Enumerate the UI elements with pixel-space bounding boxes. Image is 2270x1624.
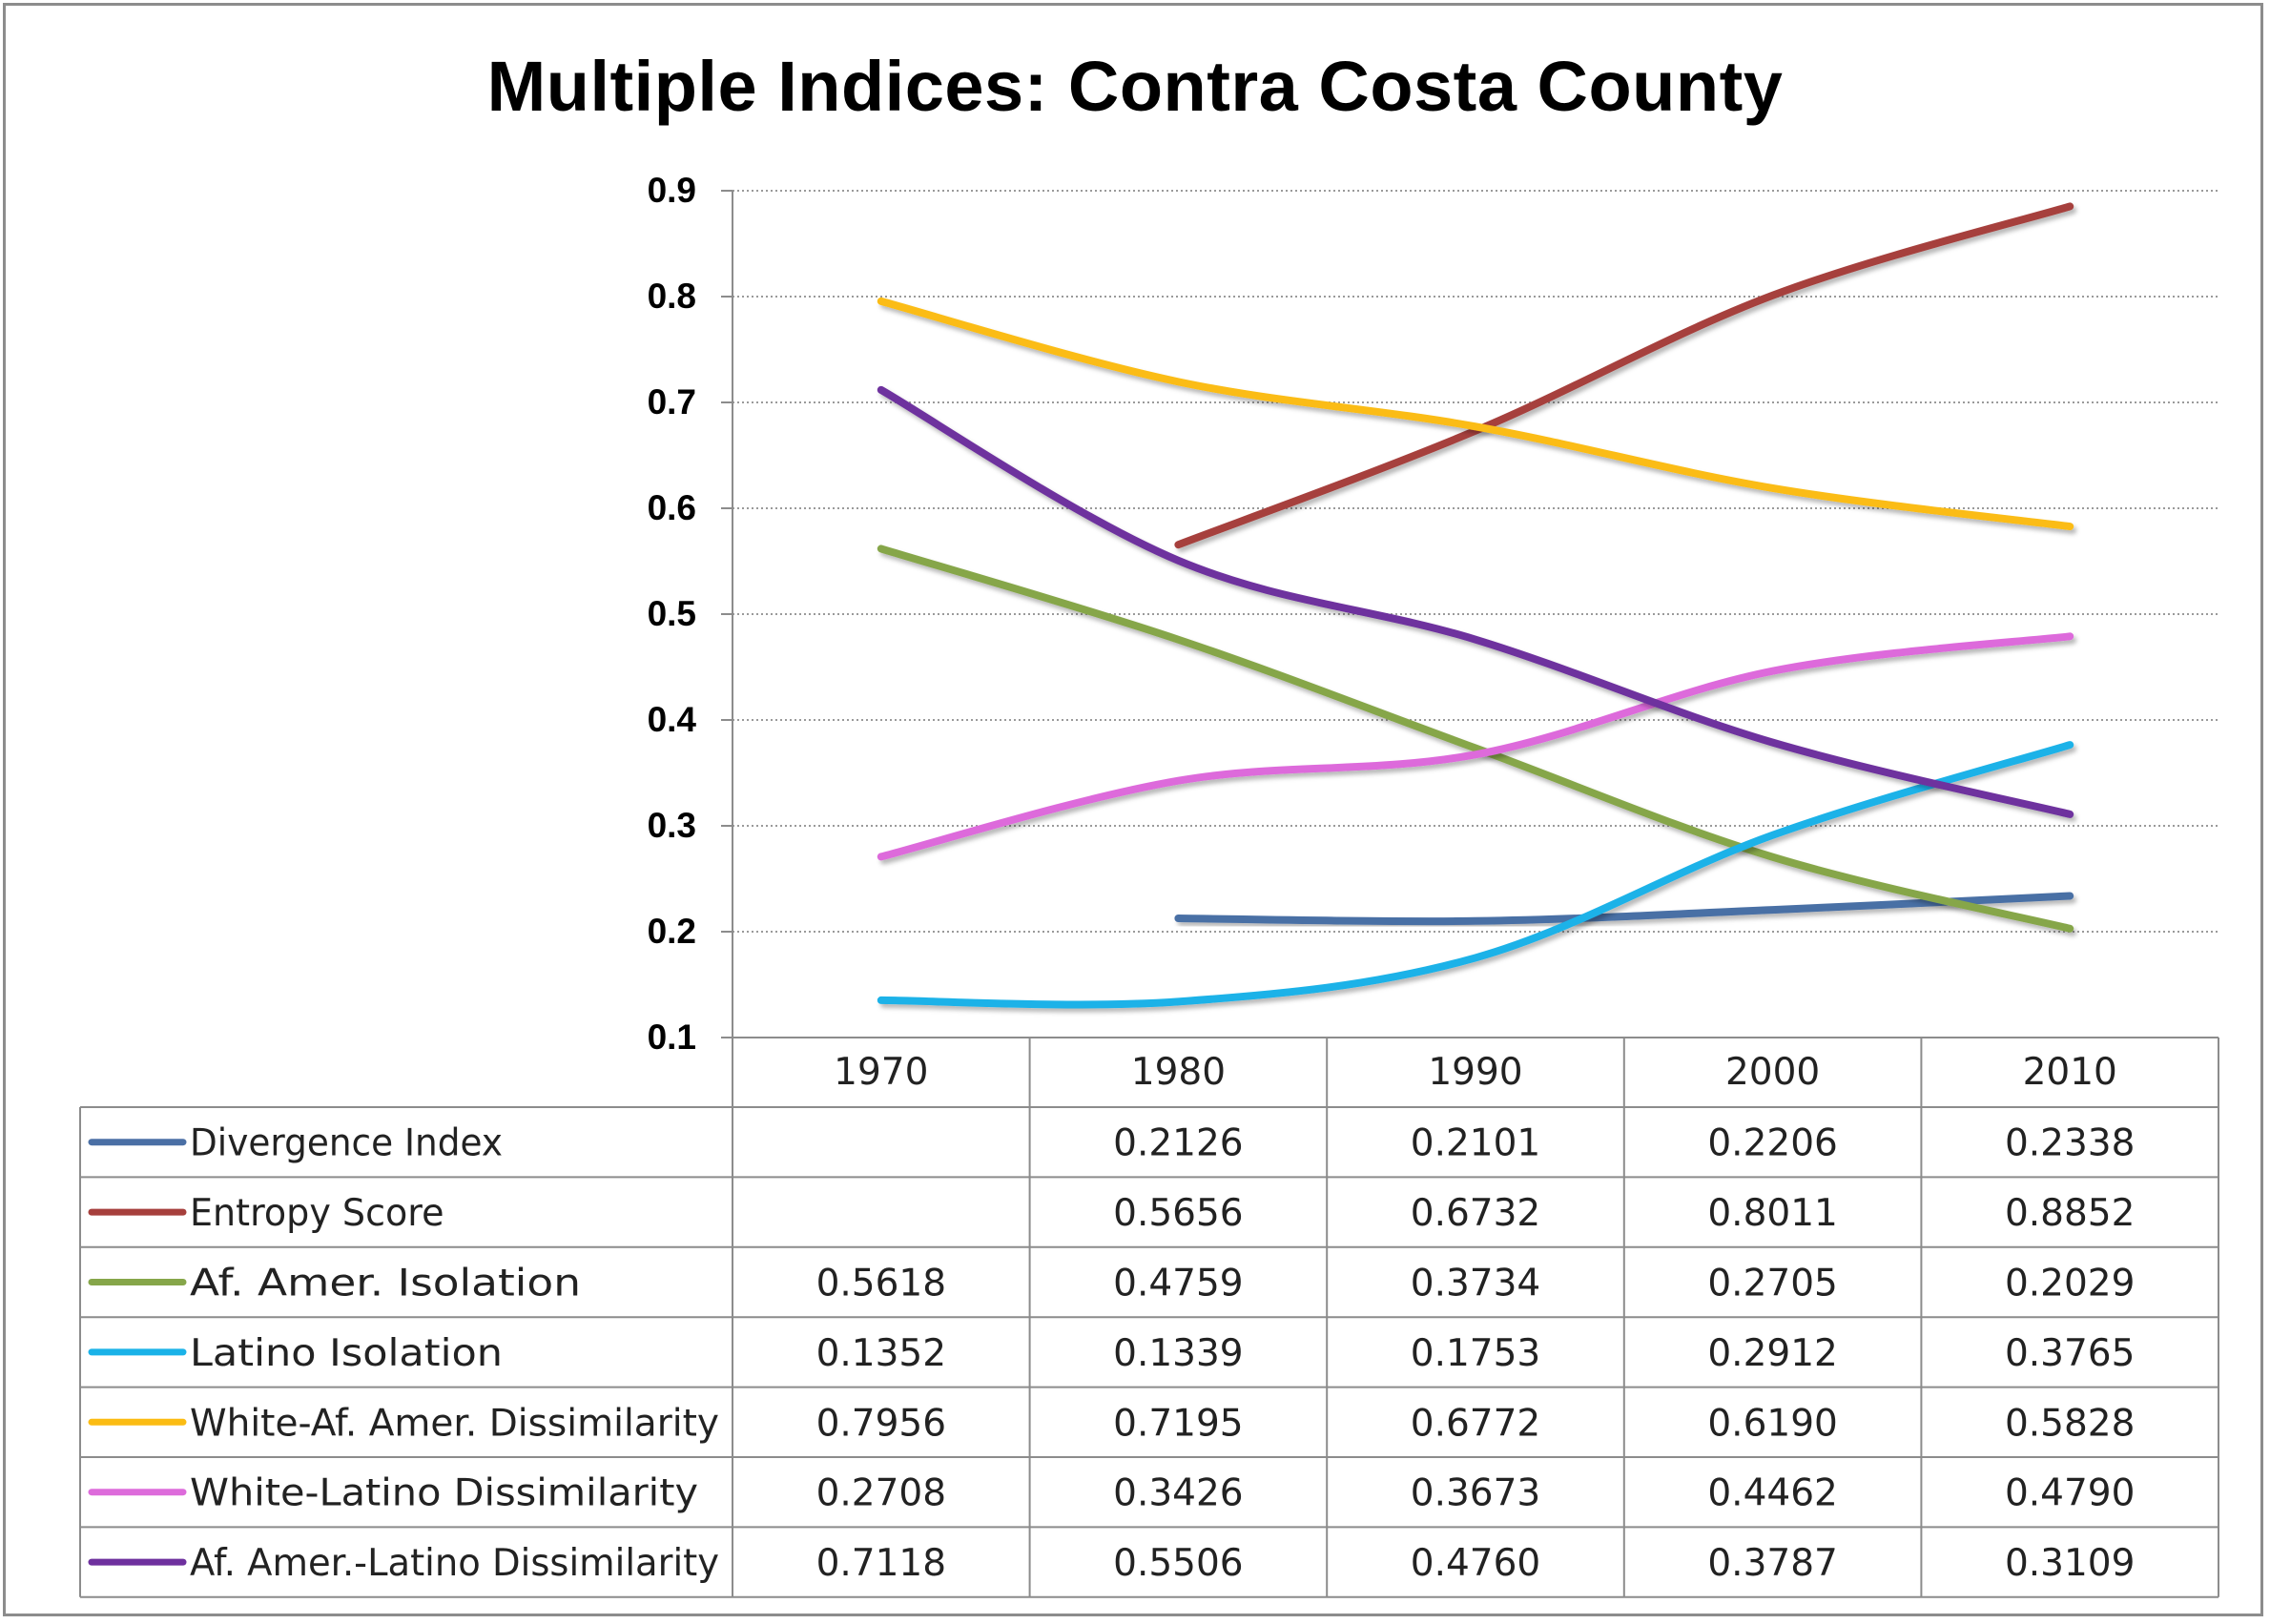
- data-label: 0.5828: [2005, 1402, 2135, 1445]
- data-label: 0.2912: [1707, 1332, 1837, 1375]
- data-label: 0.8852: [2005, 1192, 2135, 1235]
- x-tick-label: 2010: [2023, 1051, 2117, 1094]
- chart-title: Multiple Indices: Contra Costa County: [486, 47, 1784, 126]
- series-line: [877, 545, 2074, 933]
- table-row: Latino Isolation 0.1352 0.1339 0.1753 0.2912…: [88, 1332, 2135, 1375]
- gridlines: [721, 190, 2218, 1038]
- data-label: 0.7195: [1113, 1402, 1243, 1445]
- data-label: 0.5618: [816, 1263, 946, 1305]
- y-tick-label: 0.3: [648, 806, 696, 845]
- data-label: 0.2338: [2005, 1122, 2135, 1165]
- table-row: White-Af. Amer. Dissimilarity 0.7956 0.719…: [88, 1402, 2135, 1445]
- legend-label: White-Latino Dissimilarity: [190, 1472, 698, 1515]
- data-label: 0.2708: [816, 1472, 946, 1515]
- data-label: 0.4462: [1707, 1472, 1837, 1515]
- table-row: Divergence Index 0.2126 0.2101 0.2206 0.2338: [88, 1122, 2135, 1165]
- data-label: 0.5506: [1113, 1542, 1243, 1585]
- data-label: 0.2101: [1411, 1122, 1540, 1165]
- series-line: [877, 385, 2074, 818]
- data-label: 0.3109: [2005, 1542, 2135, 1585]
- data-label: 0.3673: [1411, 1472, 1540, 1515]
- data-label: 0.2206: [1707, 1122, 1837, 1165]
- chart-frame: [3, 3, 2263, 1616]
- x-tick-label: 2000: [1725, 1051, 1820, 1094]
- data-label: 0.3426: [1113, 1472, 1243, 1515]
- y-tick-label: 0.8: [648, 277, 696, 316]
- y-tick-label: 0.2: [648, 912, 696, 951]
- table-row: Af. Amer.-Latino Dissimilarity 0.7118 0.55…: [88, 1542, 2135, 1585]
- table-row: Entropy Score 0.5656 0.6732 0.8011 0.8852: [88, 1192, 2135, 1235]
- y-tick-labels: 0.1 0.2 0.3 0.4 0.5 0.6 0.7 0.8 0.9: [648, 171, 697, 1057]
- data-label: 0.6190: [1707, 1402, 1837, 1445]
- y-tick-label: 0.5: [648, 594, 696, 633]
- data-label: 0.7956: [816, 1402, 946, 1445]
- data-label: 0.2029: [2005, 1263, 2135, 1305]
- data-label: 0.2126: [1113, 1122, 1243, 1165]
- y-tick-label: 0.1: [648, 1018, 696, 1057]
- series-line: [877, 297, 2074, 531]
- y-tick-label: 0.7: [648, 382, 696, 421]
- series-line: [877, 632, 2074, 861]
- x-category-labels: 1970 1980 1990 2000 2010: [834, 1051, 2117, 1094]
- data-label: 0.3787: [1707, 1542, 1837, 1585]
- legend-label: Af. Amer. Isolation: [190, 1263, 581, 1305]
- data-label: 0.4760: [1411, 1542, 1540, 1585]
- data-label: 0.3765: [2005, 1332, 2135, 1375]
- data-label: 0.8011: [1707, 1192, 1837, 1235]
- legend-label: Af. Amer.-Latino Dissimilarity: [190, 1542, 719, 1585]
- legend-label: Latino Isolation: [190, 1332, 503, 1375]
- x-tick-label: 1980: [1131, 1051, 1226, 1094]
- legend-label: Entropy Score: [190, 1192, 444, 1235]
- y-tick-label: 0.6: [648, 488, 696, 527]
- table-row: White-Latino Dissimilarity 0.2708 0.3426 0.…: [88, 1472, 2135, 1515]
- data-label: 0.2705: [1707, 1263, 1837, 1305]
- data-label: 0.7118: [816, 1542, 946, 1585]
- x-tick-label: 1970: [834, 1051, 928, 1094]
- data-label: 0.6732: [1411, 1192, 1540, 1235]
- data-label: 0.1352: [816, 1332, 946, 1375]
- data-table: Divergence Index 0.2126 0.2101 0.2206 0.2338…: [79, 1037, 2219, 1598]
- series-line: [1174, 202, 2074, 549]
- legend-label: Divergence Index: [190, 1122, 503, 1165]
- data-label: 0.6772: [1411, 1402, 1540, 1445]
- y-tick-label: 0.4: [648, 700, 697, 739]
- data-label: 0.4759: [1113, 1263, 1243, 1305]
- legend-label: White-Af. Amer. Dissimilarity: [190, 1402, 719, 1445]
- table-row: Af. Amer. Isolation 0.5618 0.4759 0.3734 0.2…: [88, 1263, 2135, 1305]
- series-line: [877, 741, 2074, 1009]
- data-label: 0.4790: [2005, 1472, 2135, 1515]
- y-tick-label: 0.9: [648, 171, 696, 210]
- series-lines: [877, 202, 2074, 1009]
- data-label: 0.5656: [1113, 1192, 1243, 1235]
- data-label: 0.3734: [1411, 1263, 1540, 1305]
- data-label: 0.1339: [1113, 1332, 1243, 1375]
- x-tick-label: 1990: [1428, 1051, 1522, 1094]
- data-label: 0.1753: [1411, 1332, 1540, 1375]
